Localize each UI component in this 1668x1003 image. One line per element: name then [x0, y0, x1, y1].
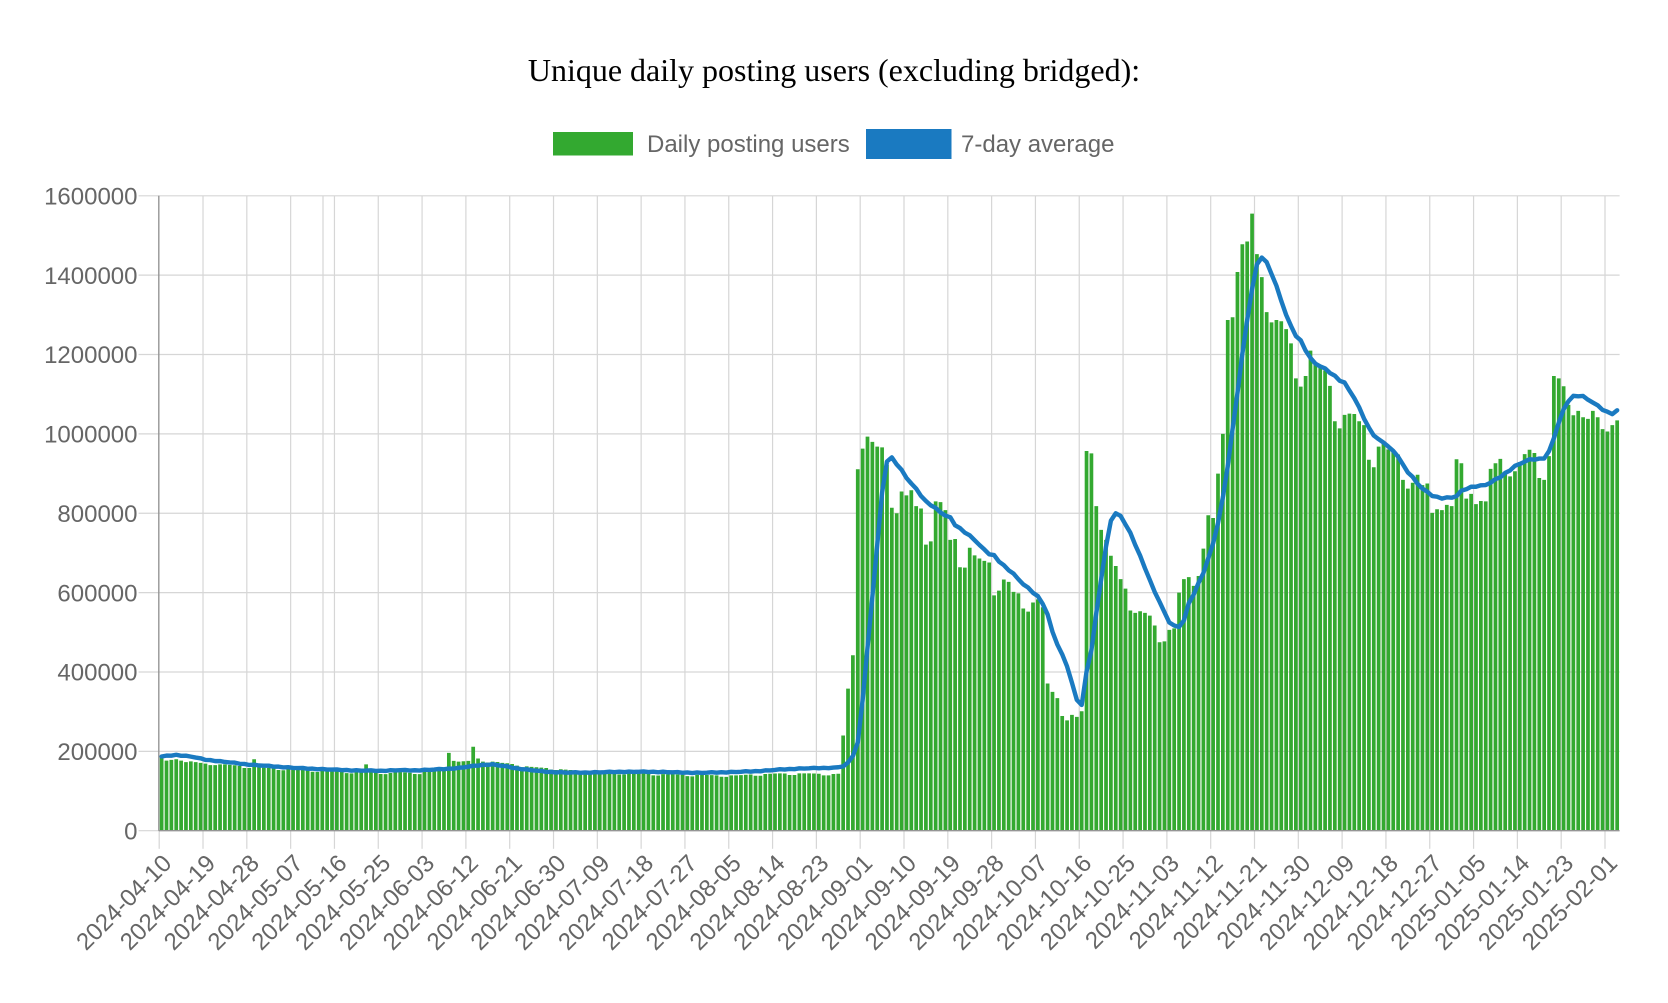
svg-text:600000: 600000 [57, 580, 137, 607]
svg-text:400000: 400000 [57, 660, 137, 687]
svg-text:7-day average: 7-day average [961, 131, 1114, 158]
svg-text:Daily posting users: Daily posting users [647, 131, 850, 158]
svg-text:1600000: 1600000 [44, 184, 137, 211]
svg-text:0: 0 [124, 818, 137, 845]
svg-text:1000000: 1000000 [44, 422, 137, 449]
svg-text:Unique daily posting users (ex: Unique daily posting users (excluding br… [528, 52, 1140, 88]
svg-text:800000: 800000 [57, 501, 137, 528]
svg-text:200000: 200000 [57, 739, 137, 766]
svg-text:1400000: 1400000 [44, 263, 137, 290]
svg-text:1200000: 1200000 [44, 342, 137, 369]
